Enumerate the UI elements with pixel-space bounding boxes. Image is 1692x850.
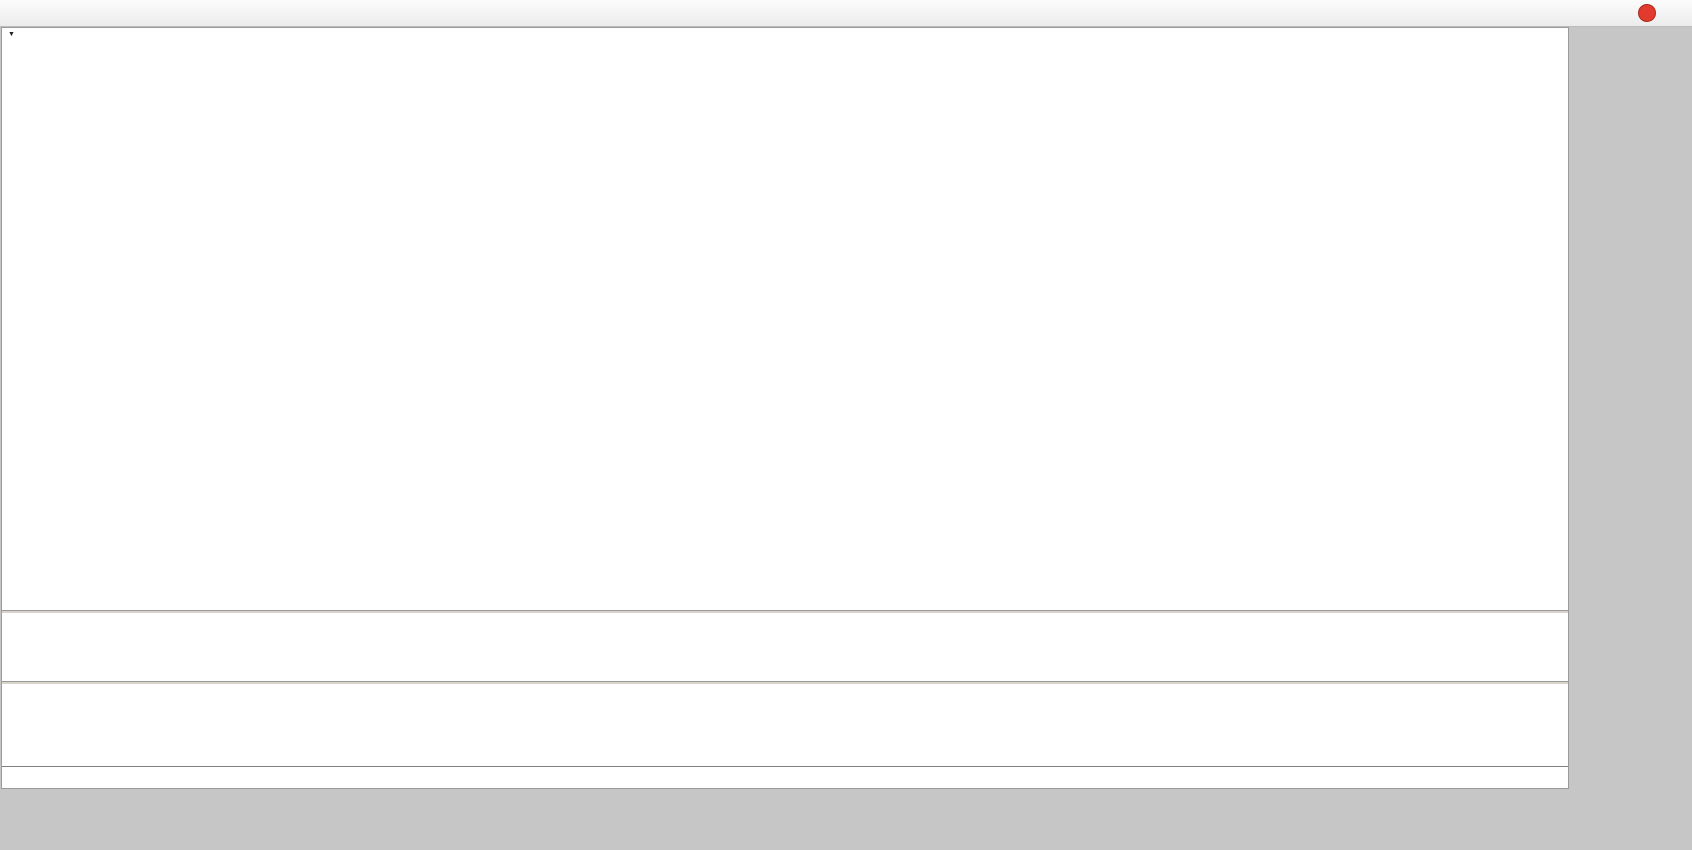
- macd-panel[interactable]: [2, 613, 1568, 681]
- rsi-panel[interactable]: [2, 684, 1568, 766]
- toolbar: [0, 0, 1692, 27]
- time-axis[interactable]: [2, 766, 1568, 788]
- chart-window: ▼: [1, 27, 1569, 789]
- symbol-dropdown-toggle[interactable]: ▼: [8, 31, 15, 38]
- panel-splitter[interactable]: [2, 610, 1568, 613]
- toolbar-right: [1612, 3, 1686, 24]
- search-button[interactable]: [1612, 3, 1622, 24]
- panel-splitter[interactable]: [2, 681, 1568, 684]
- notifications-badge[interactable]: [1638, 4, 1656, 22]
- main-chart[interactable]: ▼: [2, 28, 1568, 610]
- chart-info-line: ▼: [8, 31, 50, 38]
